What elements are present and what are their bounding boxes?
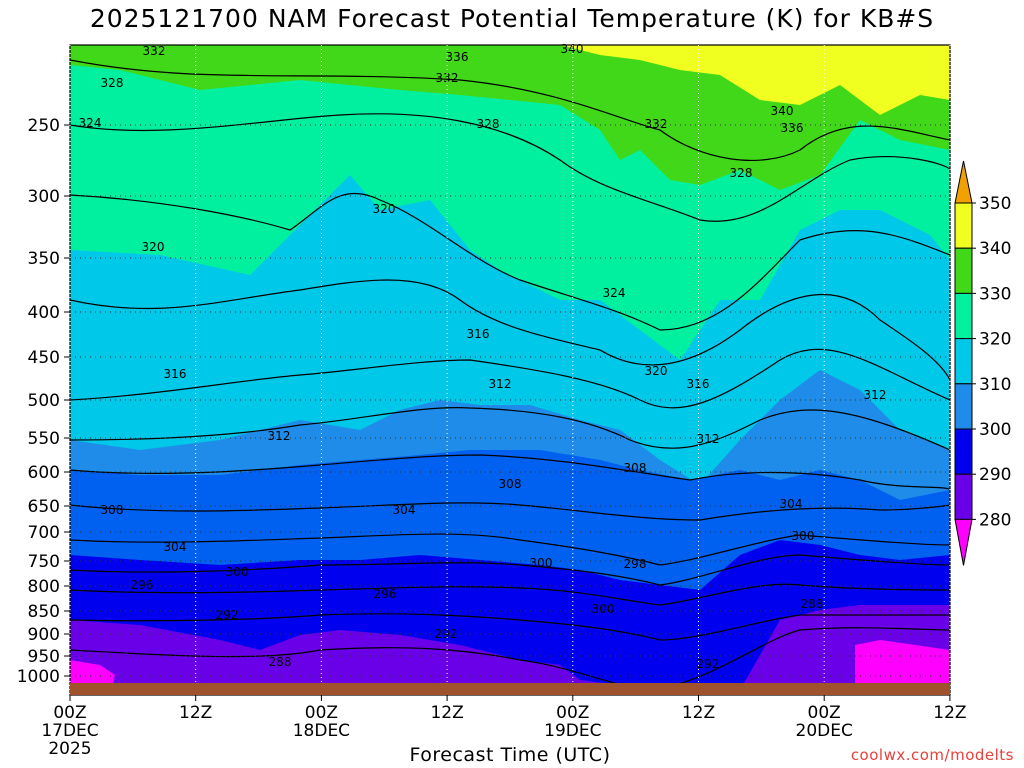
y-tick-label: 550 (28, 429, 60, 449)
y-tick-label: 350 (28, 249, 60, 269)
colorbar-label: 320 (979, 330, 1011, 350)
contour-label: 312 (268, 429, 291, 443)
y-tick-label: 450 (28, 348, 60, 368)
y-tick-label: 950 (28, 647, 60, 667)
band-340-350 (560, 45, 950, 115)
contour-label: 304 (164, 540, 187, 554)
colorbar-segment (954, 428, 973, 475)
x-tick-label: 00Z (305, 703, 338, 723)
contour-label: 304 (393, 503, 416, 517)
y-axis: 250 300 350 400 450 500 550 600 650 700 750 800 850 9… (17, 116, 950, 687)
colorbar-segment (954, 338, 973, 385)
contour-label: 296 (374, 587, 397, 601)
contour-label: 296 (131, 578, 154, 592)
contour-label: 324 (79, 116, 102, 130)
contour-label: 312 (864, 388, 887, 402)
contour-label: 332 (143, 44, 166, 58)
ground-strip (70, 683, 950, 695)
x-tick-date: 20DEC (796, 721, 853, 741)
colorbar-label: 330 (979, 284, 1011, 304)
y-tick-label: 250 (28, 116, 60, 136)
colorbar-overflow (954, 160, 973, 204)
y-tick-label: 500 (28, 391, 60, 411)
y-tick-label: 1000 (17, 667, 60, 687)
colorbar: 350 340 330 320 310 300 290 280 (954, 160, 1011, 566)
colorbar-segment (954, 202, 973, 249)
y-tick-label: 800 (28, 577, 60, 597)
contour-label: 340 (771, 104, 794, 118)
contour-label: 300 (792, 529, 815, 543)
x-tick-label: 12Z (682, 703, 715, 723)
contour-label: 312 (489, 377, 512, 391)
contour-label: 308 (101, 503, 124, 517)
contour-label: 316 (467, 327, 490, 341)
contour-label: 298 (624, 557, 647, 571)
chart-title: 2025121700 NAM Forecast Potential Temper… (89, 4, 935, 33)
contour-label: 328 (730, 166, 753, 180)
x-tick-year: 2025 (48, 739, 91, 759)
contour-label: 288 (269, 655, 292, 669)
contour-label: 308 (499, 477, 522, 491)
contour-label: 300 (226, 565, 249, 579)
contour-label: 332 (645, 117, 668, 131)
colorbar-label: 280 (979, 510, 1011, 530)
colorbar-label: 290 (979, 465, 1011, 485)
contour-label: 312 (697, 432, 720, 446)
contour-label: 328 (477, 117, 500, 131)
contour-label: 340 (561, 42, 584, 56)
contour-label: 320 (645, 364, 668, 378)
x-tick-date: 17DEC (41, 721, 98, 741)
x-tick-date: 19DEC (544, 721, 601, 741)
x-tick-date: 18DEC (293, 721, 350, 741)
contour-label: 336 (781, 121, 804, 135)
x-tick-label: 00Z (556, 703, 589, 723)
contour-label: 316 (164, 367, 187, 381)
colorbar-segment (954, 292, 973, 340)
contour-label: 320 (142, 240, 165, 254)
x-tick-label: 00Z (53, 703, 86, 723)
colorbar-label: 350 (979, 194, 1011, 214)
contour-label: 328 (101, 76, 124, 90)
contour-label: 300 (592, 602, 615, 616)
contour-label: 320 (373, 202, 396, 216)
colorbar-label: 300 (979, 420, 1011, 440)
contour-label: 292 (697, 657, 720, 671)
contour-label: 324 (603, 286, 626, 300)
y-tick-label: 400 (28, 303, 60, 323)
x-axis-label: Forecast Time (UTC) (409, 744, 611, 766)
y-tick-label: 300 (28, 187, 60, 207)
x-tick-label: 12Z (933, 703, 966, 723)
colorbar-underflow (954, 518, 973, 566)
contour-label: 316 (687, 377, 710, 391)
contour-lines (70, 59, 950, 691)
contour-label: 304 (780, 497, 803, 511)
y-tick-label: 600 (28, 463, 60, 483)
colorbar-label: 340 (979, 239, 1011, 259)
source-credit[interactable]: coolwx.com/modelts (850, 746, 1014, 764)
colorbar-segment (954, 247, 973, 294)
colorbar-label: 310 (979, 375, 1011, 395)
contour-label: 288 (801, 597, 824, 611)
colorbar-segment (954, 383, 973, 430)
x-tick-label: 00Z (808, 703, 841, 723)
x-tick-label: 12Z (430, 703, 463, 723)
y-tick-label: 850 (28, 602, 60, 622)
colorbar-segment (954, 473, 973, 520)
contour-label: 292 (216, 608, 239, 622)
x-tick-label: 12Z (179, 703, 212, 723)
band-lt-280-right (855, 640, 950, 695)
y-tick-label: 900 (28, 625, 60, 645)
contour-label: 308 (624, 461, 647, 475)
y-tick-label: 700 (28, 523, 60, 543)
contour-label: 336 (446, 50, 469, 64)
band-280-290 (70, 605, 950, 695)
contour-label: 300 (530, 556, 553, 570)
contour-label: 292 (435, 627, 458, 641)
y-tick-label: 750 (28, 552, 60, 572)
y-tick-label: 650 (28, 497, 60, 517)
